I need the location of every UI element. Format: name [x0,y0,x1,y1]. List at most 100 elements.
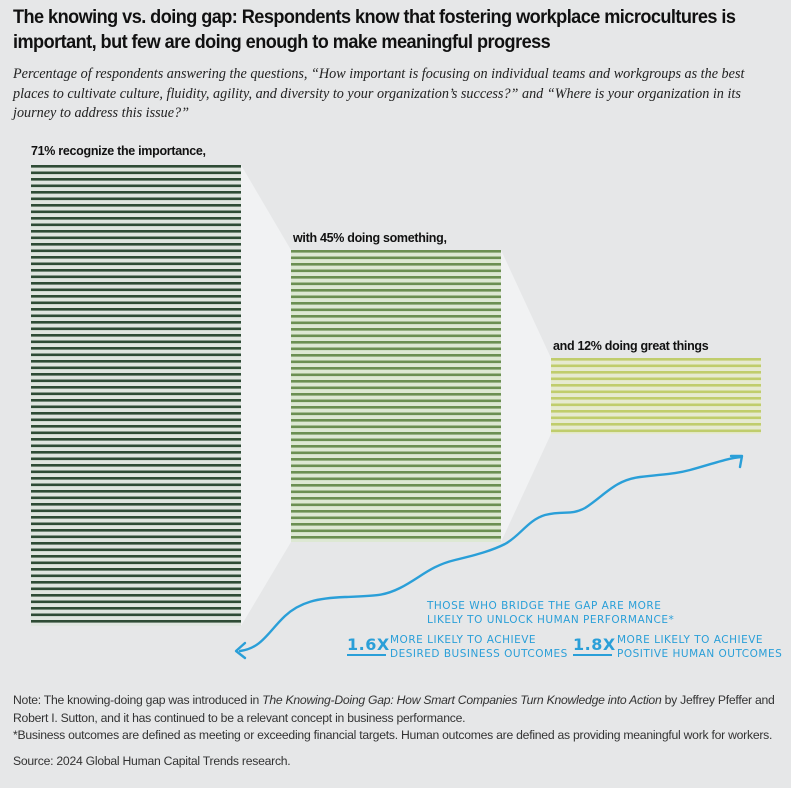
bar-stripe-recognize [31,282,241,285]
bar-stripe-doing-something [291,451,501,455]
stat-text-human-line1: MORE LIKELY TO ACHIEVE [617,634,763,646]
note-text: Note: The knowing-doing gap was introduc… [13,692,788,727]
bar-stripe-doing-something [291,269,501,273]
bar-stripe-recognize [31,438,241,441]
bar-stripe-recognize [31,262,241,266]
bar-stripe-doing-something [291,516,501,520]
bar-stripe-recognize [31,223,241,227]
bar-stripe-recognize [31,269,241,272]
bar-stripe-recognize [31,477,241,480]
bar-label-doing-great: and 12% doing great things [553,339,709,353]
bar-stripe-recognize [31,184,241,188]
bar-stripe-recognize [31,600,241,604]
bar-stripe-doing-great [551,384,761,387]
bar-stripe-recognize [31,607,241,610]
bar-stripe-doing-something [291,432,501,435]
bar-stripe-doing-something [291,373,501,377]
stat-value-human: 1.8X [573,635,616,654]
bar-stripe-recognize [31,165,241,168]
bar-stripe-doing-something [291,334,501,338]
bar-stripe-recognize [31,386,241,389]
bar-stripe-recognize [31,308,241,311]
bar-stripe-recognize [31,288,241,292]
bar-stripe-doing-something [291,497,501,500]
bar-stripe-doing-something [291,263,501,266]
bar-stripe-recognize [31,555,241,558]
note-book-title: The Knowing-Doing Gap: How Smart Compani… [262,693,662,707]
funnel-connector-2 [501,250,551,542]
bar-stripe-recognize [31,379,241,383]
bar-stripe-recognize [31,483,241,487]
bar-stripe-recognize [31,347,241,350]
bars-group [31,165,761,626]
bar-stripe-doing-something [291,354,501,357]
bar-stripe-doing-something [291,276,501,279]
chart-area: 71% recognize the importance, with 45% d… [31,144,782,660]
note-prefix: Note: The knowing-doing gap was introduc… [13,693,263,707]
chart-title: The knowing vs. doing gap: Respondents k… [13,6,736,53]
notes-section: Note: The knowing-doing gap was introduc… [13,692,788,770]
bar-stripe-recognize [31,327,241,331]
bar-stripe-recognize [31,451,241,454]
chart-subtitle: Percentage of respondents answering the … [13,66,745,121]
bridge-gap-arrow-line [238,455,743,653]
bar-stripe-doing-great [551,377,761,381]
funnel-connector-1 [241,165,291,626]
bar-stripe-recognize [31,457,241,461]
bar-stripe-doing-something [291,380,501,383]
bar-stripe-recognize [31,620,241,623]
bar-stripe-recognize [31,425,241,428]
bar-stripe-doing-something [291,250,501,253]
bar-stripe-doing-something [291,308,501,312]
bar-stripe-doing-great [551,390,761,394]
bar-stripe-doing-something [291,484,501,487]
bar-stripe-doing-something [291,347,501,351]
bar-stripe-doing-something [291,536,501,539]
bar-stripe-recognize [31,503,241,506]
annotation-headline-line1: THOSE WHO BRIDGE THE GAP ARE MORE [426,600,661,612]
bar-stripe-recognize [31,568,241,571]
bar-stripe-recognize [31,509,241,513]
bar-stripe-recognize [31,490,241,493]
bar-stripe-doing-something [291,302,501,305]
bar-stripe-doing-something [291,360,501,364]
bar-stripe-recognize [31,210,241,214]
bar-stripe-recognize [31,373,241,376]
bar-stripe-doing-something [291,256,501,260]
bar-stripe-recognize [31,613,241,617]
bar-stripe-recognize [31,301,241,305]
bar-stripe-recognize [31,522,241,526]
bar-stripe-doing-great [551,403,761,407]
bar-stripe-recognize [31,217,241,220]
bar-stripe-doing-something [291,523,501,526]
bar-stripe-recognize [31,243,241,246]
bar-stripe-recognize [31,360,241,363]
bar-stripe-recognize [31,431,241,435]
bar-stripe-doing-something [291,406,501,409]
bar-stripe-doing-great [551,429,761,433]
footnote: *Business outcomes are defined as meetin… [13,728,773,742]
bar-stripe-recognize [31,581,241,584]
bar-stripe-doing-something [291,341,501,344]
bar-stripe-doing-something [291,419,501,422]
bar-stripe-recognize [31,171,241,175]
bar-stripe-doing-something [291,458,501,461]
bar-stripe-doing-something [291,445,501,448]
bar-stripe-doing-great [551,358,761,361]
bar-stripe-recognize [31,587,241,591]
bar-stripe-doing-something [291,393,501,396]
bar-stripe-recognize [31,496,241,500]
bar-stripe-recognize [31,353,241,357]
bar-doing-great [551,358,761,434]
bar-stripe-recognize [31,574,241,578]
bar-stripe-doing-something [291,328,501,331]
source-text: Source: 2024 Global Human Capital Trends… [13,753,291,768]
bar-label-recognize: 71% recognize the importance, [31,144,206,158]
bar-stripe-recognize [31,204,241,207]
bar-stripe-doing-something [291,282,501,286]
bar-stripe-doing-great [551,423,761,426]
bar-stripe-recognize [31,470,241,474]
bar-stripe-doing-something [291,412,501,416]
bar-stripe-doing-something [291,315,501,318]
bar-stripe-doing-something [291,490,501,494]
